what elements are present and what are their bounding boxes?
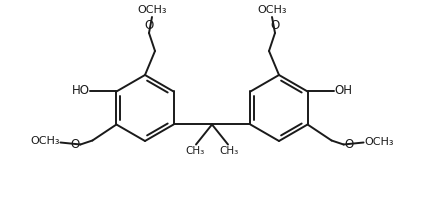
- Text: OH: OH: [335, 85, 353, 97]
- Text: OCH₃: OCH₃: [365, 137, 394, 147]
- Text: HO: HO: [71, 85, 89, 97]
- Text: OCH₃: OCH₃: [30, 137, 59, 147]
- Text: O: O: [70, 138, 79, 151]
- Text: CH₃: CH₃: [219, 147, 239, 157]
- Text: O: O: [145, 19, 153, 32]
- Text: O: O: [345, 138, 354, 151]
- Text: O: O: [271, 19, 279, 32]
- Text: OCH₃: OCH₃: [257, 5, 287, 15]
- Text: OCH₃: OCH₃: [137, 5, 167, 15]
- Text: CH₃: CH₃: [185, 147, 205, 157]
